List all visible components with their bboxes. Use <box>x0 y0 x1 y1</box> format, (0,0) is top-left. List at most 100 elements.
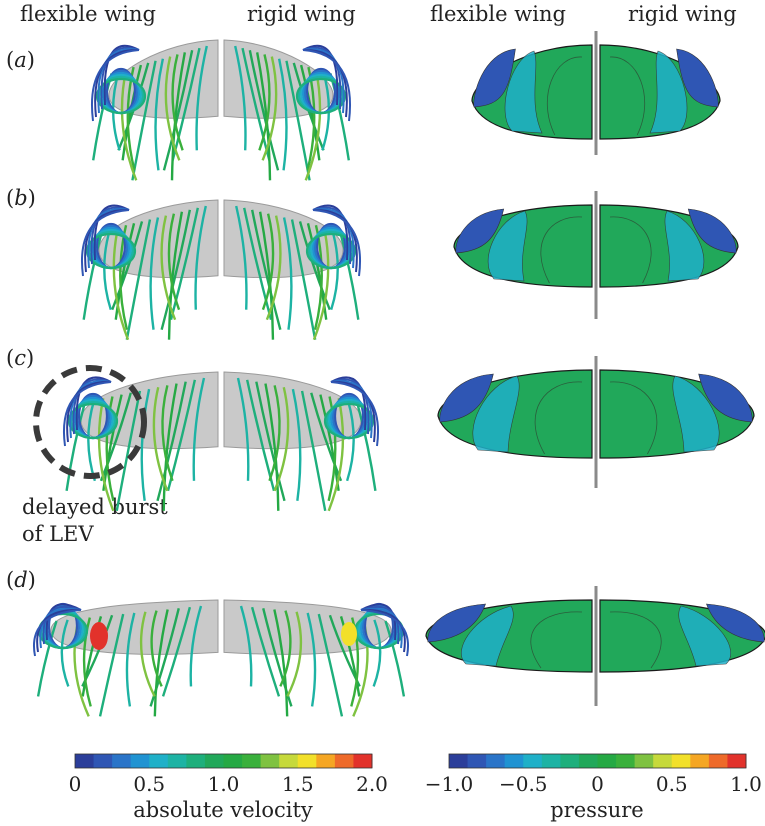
low-pressure-region <box>439 373 494 423</box>
lev-highlight-circle <box>33 365 147 479</box>
streamline <box>156 381 187 502</box>
panel-label-b: (b) <box>6 186 36 210</box>
streamline <box>290 219 317 340</box>
colorbar-swatch <box>186 754 206 768</box>
pressure-tick-label: −0.5 <box>498 772 548 796</box>
streamline <box>120 69 138 181</box>
streamline <box>235 205 248 310</box>
colorbar-swatch <box>223 754 243 768</box>
streamline <box>234 45 247 151</box>
streamline <box>384 620 406 697</box>
streamline <box>161 385 174 482</box>
velocity-tick-label: 1.5 <box>281 772 314 796</box>
streamline <box>99 392 132 482</box>
streamline <box>167 213 181 311</box>
pressure-contour <box>534 381 583 455</box>
colorbar-swatch <box>523 754 543 768</box>
pressure-panel-a <box>471 31 721 155</box>
streamline <box>60 619 70 687</box>
streamline <box>160 215 177 321</box>
streamline <box>339 616 361 697</box>
colorbar-frame <box>448 753 747 769</box>
streamline <box>111 221 144 311</box>
streamline-panels <box>33 36 409 717</box>
lev-vortex-loop <box>305 232 357 270</box>
pressure-contour <box>546 56 583 136</box>
velocity-tick-label: 0 <box>68 772 82 796</box>
colorbar-swatch <box>316 754 336 768</box>
streamline <box>154 58 165 171</box>
pressure-colorbar-label: pressure <box>550 798 644 822</box>
pressure-contour <box>609 611 662 669</box>
streamline <box>327 398 345 512</box>
streamline-panel-d <box>33 596 409 717</box>
tip-vortex-line <box>63 381 112 447</box>
streamline <box>161 606 192 697</box>
streamline-panel-a <box>91 36 351 181</box>
header-left-flexible-wing: flexible wing <box>20 2 156 26</box>
tip-vortex-line <box>81 209 130 277</box>
streamline <box>112 226 130 341</box>
velocity-tick-label: 1.0 <box>207 772 240 796</box>
streamline <box>149 217 160 330</box>
mid-pressure-region <box>678 605 731 667</box>
streamline <box>372 619 382 687</box>
streamline <box>282 217 293 330</box>
streamline <box>304 69 322 181</box>
streamline <box>192 377 206 481</box>
streamline <box>103 228 112 311</box>
colorbar-swatch <box>671 754 691 768</box>
streamline <box>273 386 290 492</box>
streamline <box>273 609 289 717</box>
colorbar-swatch <box>541 754 561 768</box>
streamline <box>195 45 208 151</box>
streamline <box>243 207 273 321</box>
colorbar-swatch <box>297 754 317 768</box>
streamline <box>310 392 343 482</box>
streamline <box>98 613 125 717</box>
streamline <box>36 620 58 697</box>
wing-root-shaft <box>594 356 598 488</box>
colorbar-swatch <box>112 754 132 768</box>
streamline <box>114 223 136 320</box>
lev-vortex-loop <box>85 232 137 270</box>
streamline <box>164 56 181 161</box>
colorbar-swatch <box>167 754 187 768</box>
velocity-colorbar <box>74 753 373 769</box>
streamline <box>152 386 169 492</box>
streamline <box>265 215 282 321</box>
colorbar-swatch <box>616 754 636 768</box>
low-pressure-region <box>473 48 516 108</box>
colorbar-swatch <box>690 754 710 768</box>
center-divider <box>219 368 223 484</box>
colorbar-swatch <box>467 754 487 768</box>
streamline <box>279 610 292 687</box>
streamline <box>87 399 97 482</box>
low-pressure-region <box>676 48 719 108</box>
wing-root-shaft <box>594 191 598 319</box>
low-pressure-region <box>698 373 753 423</box>
streamline <box>97 398 115 512</box>
header-right-flexible-wing: flexible wing <box>430 2 566 26</box>
streamline <box>170 52 187 181</box>
streamline <box>82 617 92 707</box>
colorbar-frame <box>74 753 373 769</box>
streamline <box>167 211 184 340</box>
colorbar-swatch <box>279 754 299 768</box>
colorbar-swatch <box>504 754 524 768</box>
tip-vortex-line <box>33 609 82 657</box>
streamline <box>150 610 163 687</box>
streamline <box>338 230 360 320</box>
colorbar-swatch <box>204 754 224 768</box>
panel-label-a: (a) <box>6 48 35 72</box>
streamline <box>162 383 178 511</box>
streamline <box>255 52 272 181</box>
pressure-contour <box>540 216 583 284</box>
streamline <box>125 219 152 340</box>
low-pressure-region <box>455 208 505 254</box>
streamline <box>248 49 280 171</box>
streamline <box>277 58 288 171</box>
pressure-panels <box>425 31 765 706</box>
mid-pressure-region <box>487 210 528 282</box>
center-divider <box>219 196 223 310</box>
